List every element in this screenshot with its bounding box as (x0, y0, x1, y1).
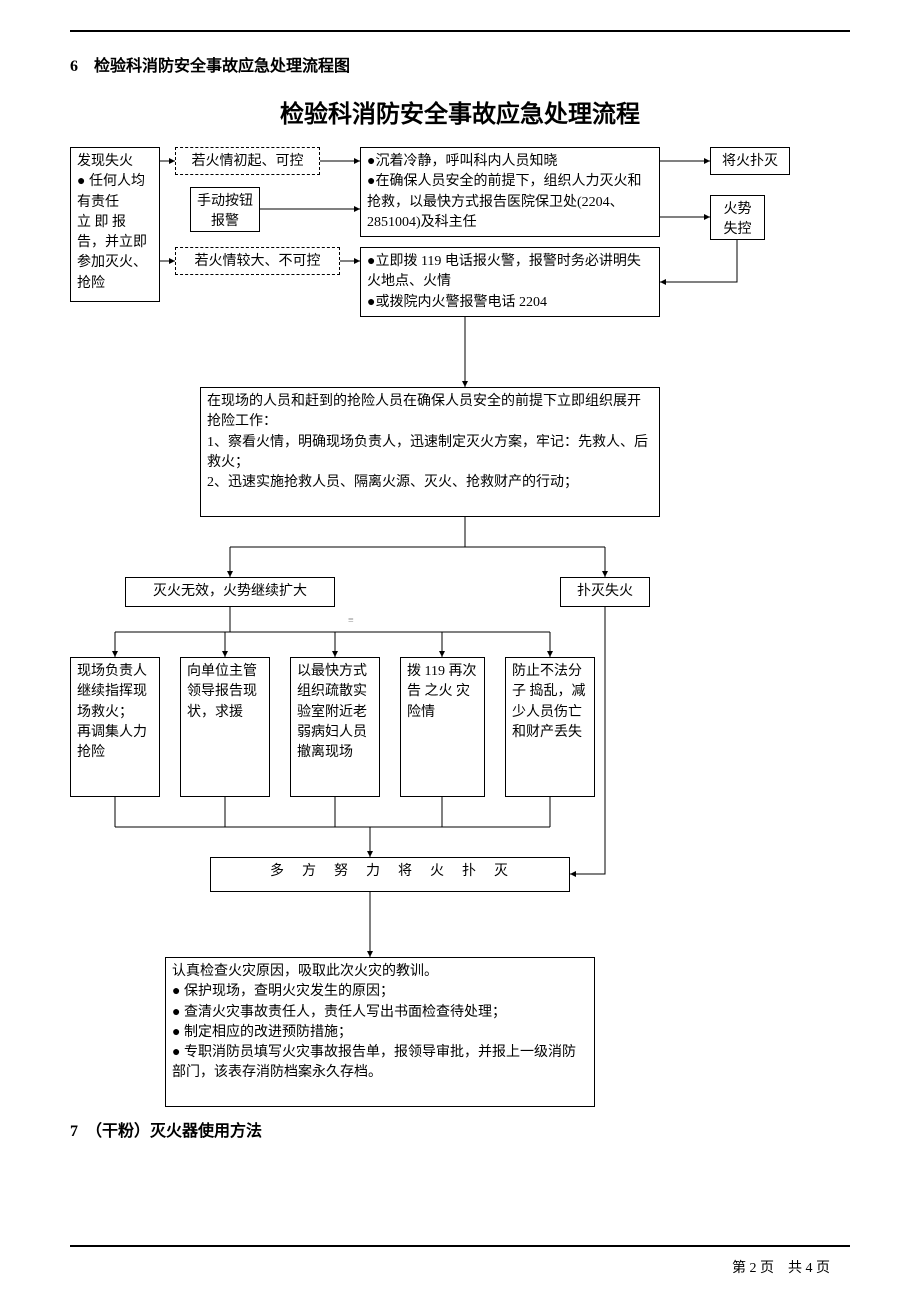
node-call-119: ●立即拨 119 电话报火警，报警时务必讲明失火地点、火情●或拨院内火警报警电话… (360, 247, 660, 317)
node-put-out-fire: 扑灭失火 (560, 577, 650, 607)
node-calm: ●沉着冷静，呼叫科内人员知晓●在确保人员安全的前提下，组织人力灭火和抢救，以最快… (360, 147, 660, 237)
flowchart: 发现失火● 任何人均有责任立 即 报告，并立即参加灭火、抢险 若火情初起、可控 … (70, 147, 850, 1167)
node-action-3: 以最快方式组织疏散实验室附近老弱病妇人员撤离现场 (290, 657, 380, 797)
node-discover: 发现失火● 任何人均有责任立 即 报告，并立即参加灭火、抢险 (70, 147, 160, 302)
node-large-uncontrollable: 若火情较大、不可控 (175, 247, 340, 275)
bottom-rule (70, 1245, 850, 1247)
node-onsite: 在现场的人员和赶到的抢险人员在确保人员安全的前提下立即组织展开抢险工作：1、察看… (200, 387, 660, 517)
node-small-controllable: 若火情初起、可控 (175, 147, 320, 175)
node-action-2: 向单位主管领导报告现状，求援 (180, 657, 270, 797)
section-7-heading: 7 （干粉）灭火器使用方法 (70, 1117, 262, 1141)
node-out-of-control: 火势失控 (710, 195, 765, 240)
node-action-5: 防止不法分 子 捣乱，减少人员伤亡和财产丢失 (505, 657, 595, 797)
node-put-out: 将火扑灭 (710, 147, 790, 175)
node-action-1: 现场负责人继续指挥现场救火；再调集人力抢险 (70, 657, 160, 797)
top-rule (70, 30, 850, 32)
node-multi-effort: 多 方 努 力 将 火 扑 灭 (210, 857, 570, 892)
watermark-icon: ≡ (348, 615, 354, 626)
page-footer: 第 2 页 共 4 页 (732, 1257, 830, 1277)
node-manual-button: 手动按钮报警 (190, 187, 260, 232)
node-ineffective: 灭火无效，火势继续扩大 (125, 577, 335, 607)
node-action-4: 拨 119 再次 告 之火 灾 险情 (400, 657, 485, 797)
node-review: 认真检查火灾原因，吸取此次火灾的教训。● 保护现场，查明火灾发生的原因；● 查清… (165, 957, 595, 1107)
section-6-heading: 6 检验科消防安全事故应急处理流程图 (70, 52, 850, 76)
main-title: 检验科消防安全事故应急处理流程 (70, 94, 850, 129)
